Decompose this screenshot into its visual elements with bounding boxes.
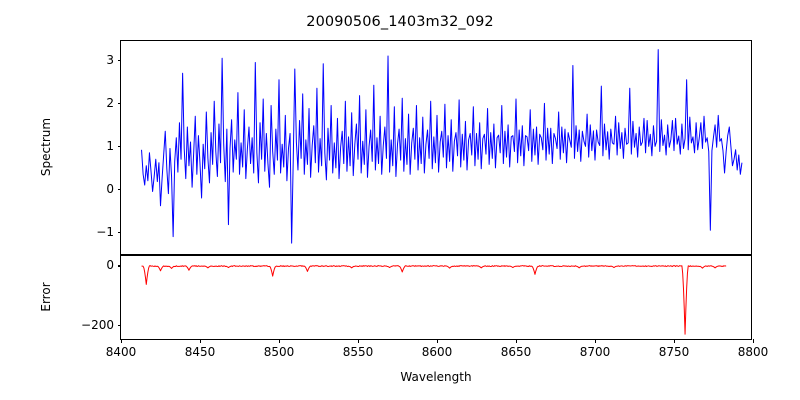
error-y-tick-label: −200 [81, 317, 114, 332]
spectrum-y-tick-label: −1 [96, 225, 114, 240]
spectrum-y-tick-label: 2 [106, 96, 114, 111]
error-y-tick [117, 324, 121, 326]
x-tick-label: 8400 [105, 345, 137, 359]
spectrum-y-tick [117, 146, 121, 148]
x-tick [674, 339, 676, 343]
spectrum-y-tick [117, 189, 121, 191]
error-y-tick-label: 0 [106, 258, 114, 273]
error-axes: −200 0 8400 8450 8500 8550 8600 8650 8700 8750 88… [81, 255, 768, 359]
x-axis-label: Wavelength [400, 370, 472, 384]
x-tick [200, 339, 202, 343]
spectrum-y-tick-label: 1 [106, 139, 114, 154]
spectrum-y-tick [117, 232, 121, 234]
x-tick [437, 339, 439, 343]
x-tick [595, 339, 597, 343]
x-tick-label: 8650 [500, 345, 532, 359]
error-y-tick [117, 265, 121, 267]
x-tick-label: 8700 [579, 345, 611, 359]
spectrum-y-tick [117, 60, 121, 62]
x-tick-label: 8450 [184, 345, 216, 359]
x-tick-label: 8550 [342, 345, 374, 359]
x-tick-label: 8500 [263, 345, 295, 359]
spectrum-y-tick [117, 103, 121, 105]
x-tick [753, 339, 755, 343]
spectrum-axes: −1 0 1 2 3 [96, 40, 752, 255]
x-tick [279, 339, 281, 343]
x-tick [516, 339, 518, 343]
spectrum-y-axis-label: Spectrum [39, 117, 53, 177]
x-tick-label: 8600 [421, 345, 453, 359]
error-line-series [141, 265, 727, 335]
spectrum-line-series [141, 49, 743, 244]
x-tick [358, 339, 360, 343]
spectrum-plot-area [121, 41, 751, 254]
figure-title: 20090506_1403m32_092 [306, 14, 494, 30]
x-tick-label: 8800 [737, 345, 769, 359]
error-plot-area [121, 256, 751, 339]
spectrum-y-tick-label: 0 [106, 182, 114, 197]
error-y-axis-label: Error [39, 282, 53, 312]
x-tick-label: 8750 [658, 345, 690, 359]
spectrum-y-tick-label: 3 [106, 53, 114, 68]
x-tick [121, 339, 123, 343]
